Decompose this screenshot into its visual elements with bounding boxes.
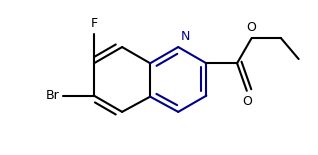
Text: Br: Br [45, 89, 59, 102]
Text: O: O [242, 95, 252, 108]
Text: F: F [90, 17, 98, 30]
Text: O: O [247, 21, 257, 34]
Text: N: N [181, 30, 190, 43]
